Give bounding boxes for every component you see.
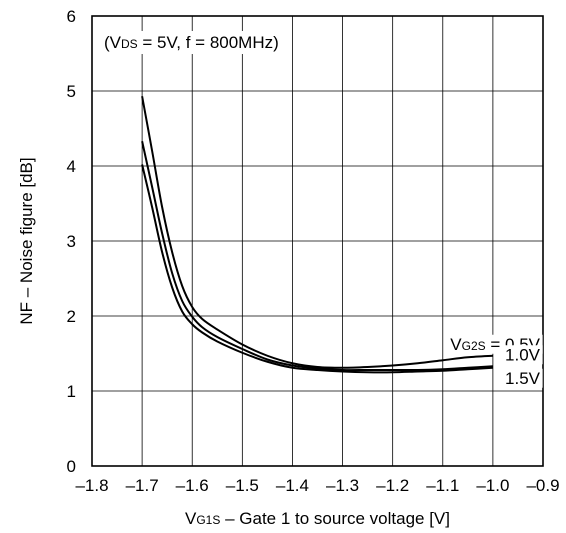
x-tick-label: –1.4 xyxy=(276,476,309,495)
condition-label: (VDS = 5V, f = 800MHz) xyxy=(104,33,279,52)
x-tick-label: –1.7 xyxy=(126,476,159,495)
y-axis-label: NF – Noise figure [dB] xyxy=(17,157,36,324)
x-axis-label: VG1S – Gate 1 to source voltage [V] xyxy=(185,509,450,528)
series-label-background xyxy=(502,345,543,365)
series-label: 1.5V xyxy=(502,368,543,388)
series-label-background xyxy=(502,368,543,388)
x-tick-label: –1.6 xyxy=(176,476,209,495)
series-label: 1.0V xyxy=(502,345,543,365)
y-tick-label: 2 xyxy=(67,307,76,326)
y-tick-label: 0 xyxy=(67,457,76,476)
y-tick-label: 5 xyxy=(67,82,76,101)
x-tick-label: –1.1 xyxy=(426,476,459,495)
y-tick-label: 1 xyxy=(67,382,76,401)
x-tick-label: –1.0 xyxy=(476,476,509,495)
series-label-text: 1.5V xyxy=(505,369,541,388)
series-lines xyxy=(141,96,493,374)
x-tick-label: –1.2 xyxy=(376,476,409,495)
series-labels: VG2S = 0.5V1.0V1.5V xyxy=(447,334,543,388)
plot-frame xyxy=(91,15,544,467)
x-tick-label: –0.9 xyxy=(526,476,559,495)
tick-labels: –1.8 –1.7 –1.6 –1.5 –1.4 –1.3 –1.2 –1.1 –1.0 –0.9… xyxy=(67,7,560,495)
condition-label-background xyxy=(100,31,283,54)
series-line xyxy=(141,141,493,372)
series-line xyxy=(141,96,493,369)
grid xyxy=(92,16,543,466)
series-line xyxy=(141,164,493,374)
y-tick-label: 6 xyxy=(67,7,76,26)
y-tick-label: 4 xyxy=(67,157,76,176)
x-tick-label: –1.8 xyxy=(75,476,108,495)
x-tick-label: –1.3 xyxy=(326,476,359,495)
series-label-text: 1.0V xyxy=(505,345,541,364)
x-tick-label: –1.5 xyxy=(226,476,259,495)
y-tick-label: 3 xyxy=(67,232,76,251)
